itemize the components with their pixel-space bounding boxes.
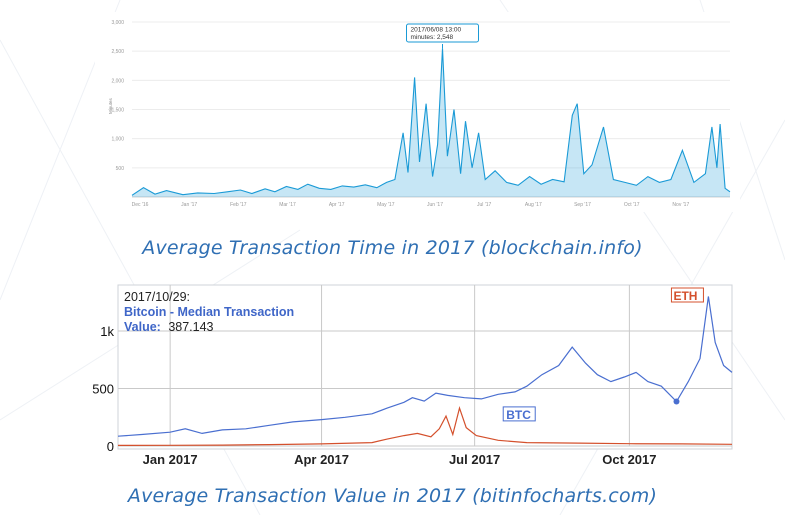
chart-1-x-tick-label: Nov '17 [672, 202, 689, 208]
chart-1-x-tick-label: May '17 [377, 202, 395, 208]
transaction-time-chart: 3,000 2,500 2,000 1,500 1,000 500 Dec '16 Jan … [95, 12, 740, 212]
chart-2-x-tick-label: Apr 2017 [294, 452, 349, 467]
chart-1-grid [132, 21, 730, 198]
svg-text:Value: 387.143: Value: 387.143 [124, 320, 214, 334]
eth-series-label: ETH [670, 287, 704, 303]
info-box-value-label: Value: [124, 320, 161, 334]
chart-1-y-tick-label: 2,000 [111, 78, 124, 84]
chart-1-y-tick-label: 1,000 [111, 137, 124, 143]
chart-1-x-tick-label: Mar '17 [279, 202, 296, 208]
caption-transaction-value: Average Transaction Value in 2017 (bitin… [127, 485, 658, 507]
tooltip-value: minutes: 2,548 [411, 34, 454, 41]
chart-1-y-tick-label: 1,500 [111, 108, 124, 114]
chart-2-x-tick-label: Jan 2017 [143, 452, 198, 467]
chart-1-x-tick-label: Apr '17 [329, 202, 345, 208]
chart-2-y-tick-label: 500 [92, 382, 114, 397]
chart-1-plot-bg [95, 12, 740, 212]
chart-1-y-tick-label: 500 [116, 166, 125, 172]
chart-1-y-tick-label: 2,500 [111, 49, 124, 55]
chart-1-y-tick-label: 3,000 [111, 20, 124, 26]
btc-label-text: BTC [506, 408, 531, 422]
caption-transaction-time: Average Transaction Time in 2017 (blockc… [142, 237, 643, 259]
info-box-value: 387.143 [168, 320, 213, 334]
chart-1-x-tick-label: Feb '17 [230, 202, 247, 208]
chart-2-y-ticks: 1k 500 0 [92, 324, 114, 454]
chart-1-tooltip: 2017/06/08 13:00 minutes: 2,548 [406, 23, 479, 49]
chart-1-x-tick-label: Aug '17 [525, 202, 542, 208]
chart-2-x-tick-label: Jul 2017 [449, 452, 500, 467]
chart-1-y-ticks: 3,000 2,500 2,000 1,500 1,000 500 [111, 20, 124, 172]
chart-2-y-tick-label: 0 [107, 439, 114, 454]
info-box: 2017/10/29: Bitcoin - Median Transaction… [124, 290, 294, 334]
chart-1-y-label: Minutes [108, 97, 113, 114]
time-series-line [131, 48, 731, 196]
chart-1-x-tick-label: Oct '17 [624, 202, 640, 208]
info-box-date: 2017/10/29: [124, 290, 190, 304]
time-series-area [132, 48, 730, 198]
chart-1-x-tick-label: Dec '16 [132, 202, 149, 208]
info-box-series: Bitcoin - Median Transaction [124, 305, 294, 319]
chart-1-x-tick-label: Jul '17 [477, 202, 492, 208]
chart-2-x-ticks: Jan 2017 Apr 2017 Jul 2017 Oct 2017 [143, 452, 657, 467]
btc-series-line [117, 296, 733, 437]
tooltip-date: 2017/06/08 13:00 [411, 27, 462, 34]
chart-2-x-tick-label: Oct 2017 [602, 452, 656, 467]
btc-series-label: BTC [502, 406, 536, 422]
chart-1-x-tick-label: Jun '17 [427, 202, 443, 208]
chart-1-x-tick-label: Sep '17 [574, 202, 591, 208]
chart-2-grid [118, 285, 732, 447]
chart-1-x-ticks: Dec '16 Jan '17 Feb '17 Mar '17 Apr '17 May '… [132, 202, 690, 208]
eth-series-line [117, 406, 733, 446]
eth-label-text: ETH [673, 289, 697, 303]
btc-highlight-point [673, 398, 680, 405]
chart-1-x-tick-label: Jan '17 [181, 202, 197, 208]
chart-2-y-tick-label: 1k [100, 324, 114, 339]
